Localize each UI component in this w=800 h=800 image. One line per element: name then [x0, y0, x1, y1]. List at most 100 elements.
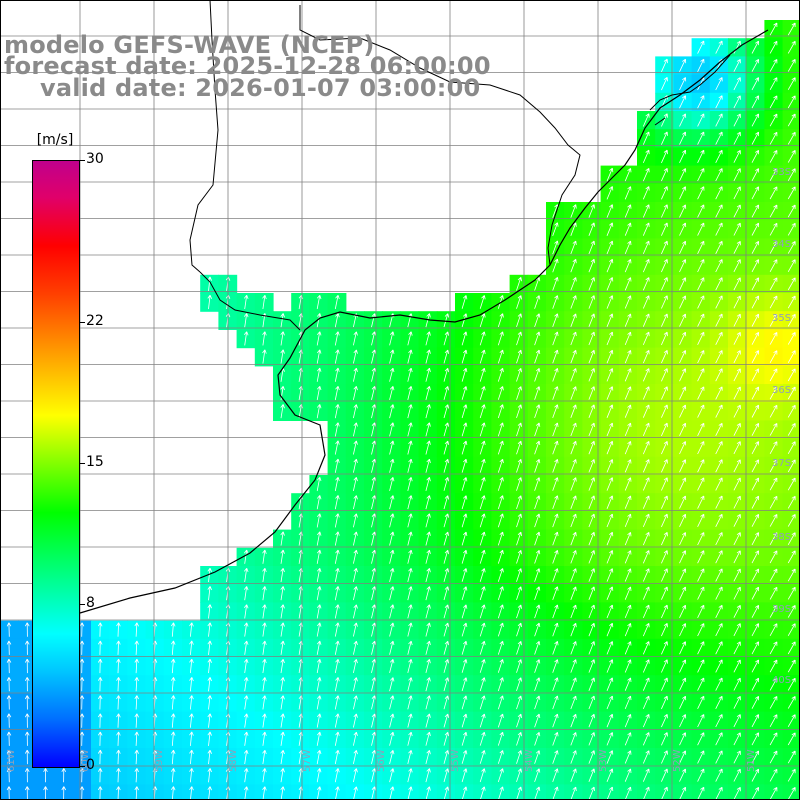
wind-speed-cell: [728, 638, 747, 658]
wind-arrow: [606, 531, 614, 546]
wind-arrow: [497, 768, 504, 783]
wind-arrow: [697, 750, 705, 764]
wind-arrow: [661, 786, 668, 800]
wind-arrow: [243, 604, 249, 619]
wind-arrow: [280, 586, 285, 601]
wind-speed-cell: [764, 657, 784, 676]
wind-arrow: [733, 240, 741, 254]
wind-arrow: [516, 349, 522, 364]
wind-arrow: [733, 550, 741, 564]
wind-arrow: [751, 695, 759, 709]
wind-arrow: [642, 277, 650, 291]
wind-arrow: [552, 731, 559, 746]
wind-arrow: [624, 258, 632, 273]
wind-arrow: [606, 331, 614, 346]
wind-arrow: [443, 713, 450, 728]
wind-speed-cell: [746, 638, 765, 658]
wind-arrow: [787, 459, 796, 473]
wind-speed-cell: [709, 202, 729, 221]
wind-arrow: [697, 422, 705, 436]
wind-arrow: [588, 641, 595, 655]
wind-arrow: [316, 567, 322, 583]
wind-arrow: [751, 131, 759, 145]
wind-arrow: [733, 477, 741, 491]
wind-speed-cell: [709, 311, 729, 330]
wind-arrow: [769, 95, 778, 109]
wind-arrow: [661, 550, 668, 564]
wind-arrow: [534, 713, 541, 728]
wind-arrow: [280, 622, 285, 637]
wind-arrow: [497, 513, 504, 528]
wind-arrow: [389, 440, 395, 455]
wind-speed-cell: [691, 256, 711, 276]
wind-arrow: [6, 658, 12, 674]
wind-arrow: [497, 677, 504, 692]
wind-arrow: [661, 295, 668, 309]
wind-arrow: [733, 204, 741, 218]
wind-arrow: [407, 622, 413, 637]
wind-arrow: [207, 658, 212, 674]
wind-arrow: [280, 677, 285, 692]
wind-arrow: [787, 241, 796, 254]
wind-speed-cell: [764, 402, 784, 421]
wind-arrow: [715, 623, 723, 637]
wind-arrow: [280, 349, 285, 364]
wind-arrow: [642, 550, 650, 564]
wind-speed-cell: [709, 220, 729, 239]
wind-arrow: [43, 768, 48, 783]
wind-arrow: [679, 222, 687, 236]
wind-speed-cell: [764, 729, 784, 749]
longitude-label: 53W: [598, 749, 609, 772]
wind-arrow: [661, 513, 668, 528]
wind-speed-cell: [691, 620, 711, 640]
wind-arrow: [170, 640, 176, 655]
wind-arrow: [642, 113, 650, 127]
wind-arrow: [334, 604, 340, 619]
wind-arrow: [389, 531, 395, 546]
wind-speed-cell: [746, 602, 765, 622]
wind-speed-cell: [746, 438, 765, 458]
wind-arrow: [606, 622, 614, 637]
wind-arrow: [769, 696, 778, 709]
wind-arrow: [715, 768, 723, 782]
wind-arrow: [606, 167, 614, 182]
wind-arrow: [661, 167, 668, 182]
wind-arrow: [751, 477, 759, 491]
wind-speed-cell: [691, 202, 711, 221]
wind-speed-cell: [709, 657, 729, 676]
wind-arrow: [534, 477, 541, 491]
wind-arrow: [461, 349, 468, 364]
wind-arrow: [570, 677, 577, 691]
wind-arrow: [97, 749, 103, 765]
wind-arrow: [316, 404, 322, 419]
wind-arrow: [407, 386, 413, 400]
wind-arrow: [751, 113, 759, 127]
wind-arrow: [116, 658, 121, 674]
wind-speed-cell: [746, 256, 765, 276]
wind-arrow: [787, 77, 796, 90]
wind-arrow: [207, 695, 212, 710]
wind-arrow: [534, 495, 541, 510]
wind-arrow: [733, 77, 741, 91]
wind-arrow: [479, 659, 486, 673]
wind-arrow: [243, 768, 249, 783]
wind-arrow: [787, 131, 796, 145]
wind-speed-cell: [728, 384, 747, 403]
wind-speed-cell: [728, 347, 747, 367]
wind-arrow: [479, 549, 486, 564]
wind-speed-cell: [691, 147, 711, 167]
wind-arrow: [606, 349, 614, 364]
wind-arrow: [733, 149, 741, 163]
wind-arrow: [516, 386, 522, 400]
wind-speed-cell: [728, 293, 747, 312]
wind-arrow: [479, 750, 486, 764]
wind-arrow: [425, 495, 431, 510]
wind-arrow: [606, 713, 614, 728]
wind-arrow: [642, 768, 650, 782]
wind-arrow: [642, 349, 650, 364]
wind-speed-cell: [709, 420, 729, 440]
wind-arrow: [479, 349, 486, 364]
longitude-label: 51W: [746, 749, 757, 772]
wind-arrow: [353, 677, 358, 692]
wind-arrow: [679, 659, 687, 673]
